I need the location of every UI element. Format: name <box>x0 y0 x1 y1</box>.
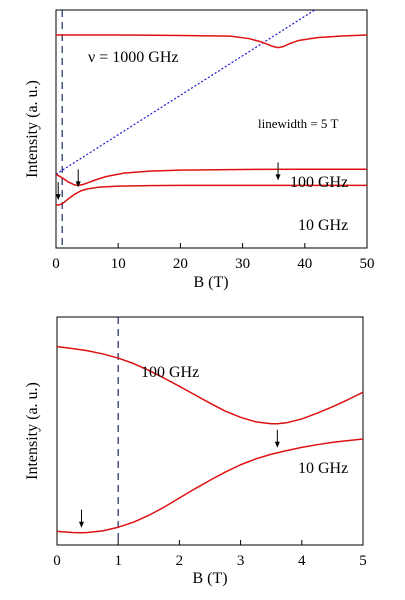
series-10-ghz <box>57 438 363 534</box>
diagonal-line <box>55 9 316 175</box>
annotation-10ghz: 10 GHz <box>298 217 348 234</box>
minimum-arrow <box>274 429 280 448</box>
minimum-arrow <box>55 182 61 201</box>
x-tick-label: 3 <box>237 553 245 569</box>
x-tick-label: 1 <box>114 553 122 569</box>
x-tick-label: 0 <box>52 256 60 272</box>
x-tick-label: 4 <box>298 553 306 569</box>
diagonal-resonance-line <box>55 9 316 175</box>
x-tick-label: 20 <box>173 256 188 272</box>
annotation-linewidth: linewidth = 5 T <box>258 116 338 131</box>
annotation-10ghz: 10 GHz <box>298 460 348 477</box>
x-tick-label: 40 <box>297 256 312 272</box>
annotation-100ghz: 100 GHz <box>141 364 199 381</box>
x-tick-label: 10 <box>111 256 126 272</box>
x-tick-label: 30 <box>235 256 250 272</box>
minimum-arrow <box>75 169 81 188</box>
series-1000-ghz <box>56 34 367 49</box>
bottom-chart: 0 1 2 3 4 5 100 GHz 10 GHz B (T) Intensity (a… <box>24 316 367 587</box>
minimum-arrow <box>275 162 281 181</box>
series-100-ghz <box>57 345 363 425</box>
x-axis-label: B (T) <box>192 570 227 587</box>
y-axis-label: Intensity (a. u.) <box>24 382 41 480</box>
annotation-1000ghz: ν = 1000 GHz <box>88 49 178 66</box>
plot-frame <box>55 9 368 249</box>
x-tick-label: 2 <box>176 553 184 569</box>
x-tick-label: 5 <box>359 553 367 569</box>
annotation-100ghz: 100 GHz <box>290 174 348 191</box>
plot-frame <box>56 316 364 546</box>
top-chart: 0 10 20 30 40 50 ν = 1000 GHz linewidth = 5 T… <box>24 9 375 291</box>
series-10-ghz <box>56 184 367 206</box>
series-100-ghz <box>56 168 367 187</box>
y-axis-label: Intensity (a. u.) <box>24 80 41 178</box>
x-tick-label: 50 <box>360 256 375 272</box>
x-axis-label: B (T) <box>193 274 228 291</box>
x-tick-label: 0 <box>53 553 61 569</box>
minimum-arrow <box>78 509 84 528</box>
